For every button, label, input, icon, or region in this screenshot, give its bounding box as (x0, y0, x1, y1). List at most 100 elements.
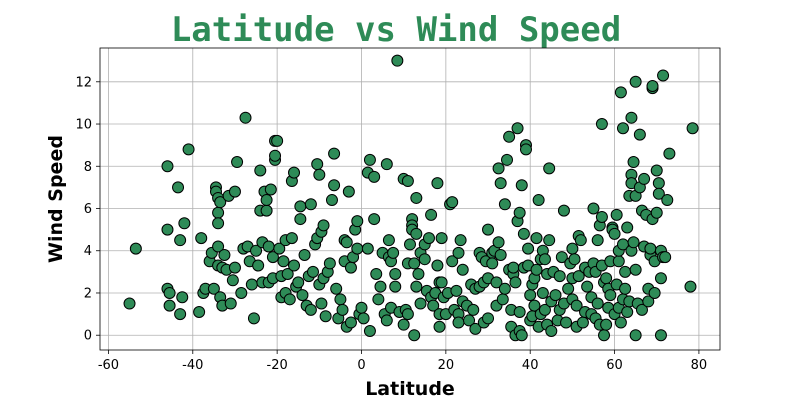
scatter-point (357, 312, 370, 325)
scatter-point (507, 261, 520, 274)
scatter-point (652, 177, 665, 190)
scatter-point (408, 329, 421, 342)
scatter-point (224, 297, 237, 310)
scatter-point (654, 272, 667, 285)
scatter-point (574, 234, 587, 247)
scatter-point (629, 75, 642, 88)
scatter-point (235, 286, 248, 299)
y-axis-label: Wind Speed (45, 135, 67, 263)
scatter-point (627, 236, 640, 249)
scatter-point (566, 242, 579, 255)
scatter-point (530, 263, 543, 276)
scatter-point (581, 280, 594, 293)
scatter-point (214, 196, 227, 209)
scatter-point (517, 227, 530, 240)
x-tick-label: 80 (691, 358, 708, 373)
scatter-point (511, 122, 524, 135)
scatter-point (530, 232, 543, 245)
scatter-point (532, 194, 545, 207)
y-tick-label: 8 (84, 160, 92, 175)
scatter-point (334, 293, 347, 306)
scatter-point (629, 329, 642, 342)
scatter-point (621, 305, 634, 318)
y-tick-label: 10 (75, 118, 92, 133)
scatter-point (555, 251, 568, 264)
scatter-point (446, 255, 459, 268)
scatter-point (610, 208, 623, 221)
scatter-point (129, 242, 142, 255)
scatter-point (435, 276, 448, 289)
y-tick-label: 12 (75, 75, 92, 90)
scatter-point (469, 322, 482, 335)
scatter-point (536, 286, 549, 299)
scatter-point (604, 289, 617, 302)
scatter-point (600, 318, 613, 331)
scatter-point (543, 234, 556, 247)
scatter-point (431, 259, 444, 272)
scatter-point (621, 221, 634, 234)
chart-title: Latitude vs Wind Speed (171, 10, 621, 50)
scatter-point (344, 316, 357, 329)
x-tick-label: -20 (267, 358, 288, 373)
scatter-point (311, 158, 324, 171)
scatter-point (646, 80, 659, 93)
x-tick-label: -60 (98, 358, 119, 373)
x-tick-label: -40 (182, 358, 203, 373)
scatter-point (351, 242, 364, 255)
scatter-point (382, 234, 395, 247)
y-tick-label: 4 (84, 244, 92, 259)
scatter-point (410, 191, 423, 204)
scatter-point (435, 232, 448, 245)
scatter-point (638, 172, 651, 185)
scatter-point (494, 177, 507, 190)
scatter-point (625, 111, 638, 124)
scatter-point (648, 286, 661, 299)
scatter-point (262, 240, 275, 253)
scatter-point (172, 181, 185, 194)
scatter-point (391, 54, 404, 67)
scatter-point (397, 318, 410, 331)
scatter-point (163, 286, 176, 299)
scatter-point (228, 185, 241, 198)
scatter-point (492, 162, 505, 175)
scatter-point (355, 301, 368, 314)
scatter-point (304, 198, 317, 211)
scatter-point (370, 267, 383, 280)
scatter-point (374, 280, 387, 293)
scatter-point (283, 293, 296, 306)
scatter-point (161, 160, 174, 173)
scatter-point (361, 242, 374, 255)
scatter-point (323, 257, 336, 270)
scatter-point (325, 194, 338, 207)
scatter-point (450, 284, 463, 297)
scatter-point (306, 265, 319, 278)
scatter-point (650, 206, 663, 219)
scatter-point (425, 208, 438, 221)
scatter-point (410, 227, 423, 240)
scatter-point (595, 118, 608, 131)
scatter-point (228, 261, 241, 274)
scatter-point (231, 156, 244, 169)
scatter-point (562, 282, 575, 295)
scatter-point (389, 267, 402, 280)
scatter-point (123, 297, 136, 310)
scatter-point (344, 261, 357, 274)
scatter-point (418, 253, 431, 266)
scatter-point (182, 143, 195, 156)
scatter-point (427, 299, 440, 312)
scatter-point (515, 179, 528, 192)
scatter-point (317, 219, 330, 232)
scatter-point (663, 147, 676, 160)
scatter-point (501, 153, 514, 166)
scatter-point (401, 308, 414, 321)
scatter-point (368, 213, 381, 226)
scatter-point (277, 255, 290, 268)
scatter-point (292, 276, 305, 289)
scatter-point (629, 263, 642, 276)
scatter-point (176, 291, 189, 304)
scatter-point (650, 164, 663, 177)
scatter-point (212, 240, 225, 253)
scatter-point (657, 69, 670, 82)
scatter-point (598, 329, 611, 342)
scatter-point (351, 215, 364, 228)
